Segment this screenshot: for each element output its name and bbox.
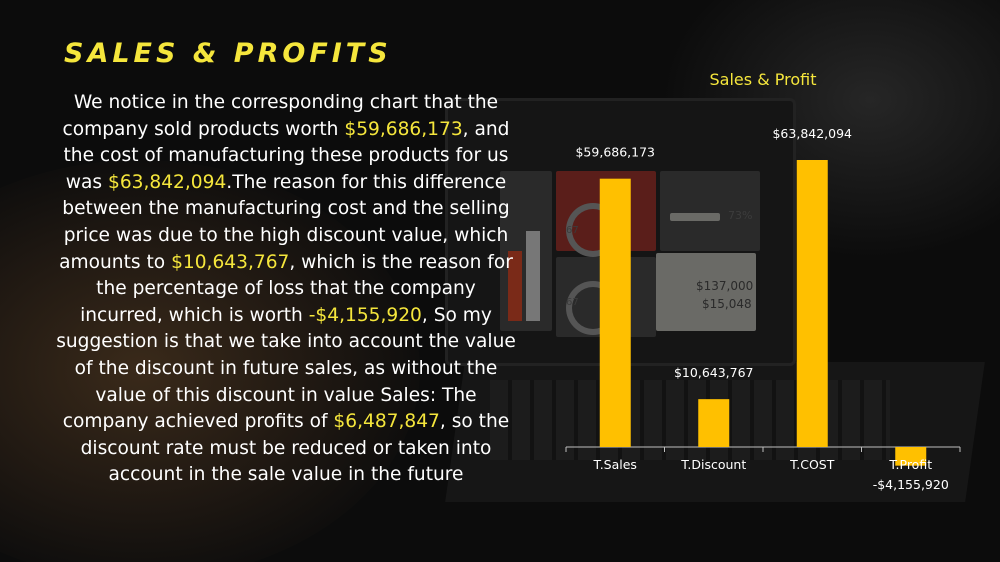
screen-number: 67 — [566, 225, 579, 236]
paragraph-text: , and the cost of manufacturing these pr… — [63, 118, 510, 193]
bar — [895, 447, 927, 466]
screen-number: $15,048 — [702, 297, 752, 311]
bar — [599, 178, 631, 447]
highlighted-value: $6,487,847 — [333, 411, 440, 433]
screen-number: 67 — [566, 297, 579, 308]
screen-number: 73% — [728, 209, 753, 222]
slide-title: SALES & PROFITS — [64, 38, 392, 69]
highlighted-value: $10,643,767 — [171, 251, 290, 273]
paragraph-text: , which is the reason for the percentage… — [80, 251, 513, 326]
paragraph-text: .The reason for this difference between … — [59, 171, 510, 273]
x-tick-label: T.Profit — [888, 457, 932, 472]
data-label: -$4,155,920 — [873, 477, 949, 492]
bar — [698, 399, 730, 447]
highlighted-value: -$4,155,920 — [308, 304, 422, 326]
paragraph-text: We notice in the corresponding chart tha… — [62, 92, 499, 140]
highlighted-value: $59,686,173 — [344, 118, 463, 140]
screen-mini-bar — [508, 251, 522, 321]
x-tick-label: T.Discount — [680, 457, 746, 472]
chart-title: Sales & Profit — [709, 70, 817, 89]
paragraph-text: , So my suggestion is that we take into … — [56, 304, 516, 433]
slide-paragraph: We notice in the corresponding chart tha… — [56, 90, 516, 489]
laptop-screen: 67 73% 67 $137,000 $15,048 — [445, 98, 796, 366]
data-label: $59,686,173 — [575, 145, 655, 160]
x-tick-label: T.Sales — [593, 457, 637, 472]
screen-panel — [656, 253, 756, 331]
highlighted-value: $63,842,094 — [108, 171, 227, 193]
data-label: $63,842,094 — [772, 126, 852, 141]
screen-panel — [660, 171, 760, 251]
screen-number: $137,000 — [696, 279, 754, 293]
bar — [796, 160, 828, 447]
paragraph-text: , so the discount rate must be reduced o… — [80, 411, 510, 486]
screen-mini-bar — [526, 231, 540, 321]
screen-progress — [670, 213, 720, 221]
x-tick-label: T.COST — [789, 457, 835, 472]
data-label: $10,643,767 — [674, 365, 754, 380]
